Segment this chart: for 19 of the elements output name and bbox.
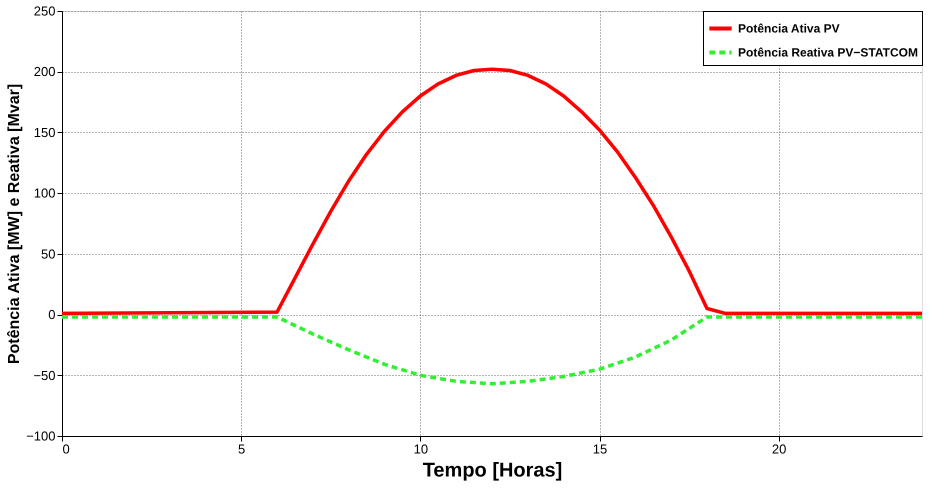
y-tick-label: −100 — [26, 428, 56, 444]
y-tick-label: 0 — [48, 307, 56, 322]
y-tick-label: 100 — [34, 186, 56, 201]
x-tick-label: 20 — [772, 442, 786, 456]
y-tick-label: −50 — [33, 368, 56, 383]
x-tick-label: 5 — [238, 442, 246, 456]
legend-label: Potência Ativa PV — [738, 22, 840, 36]
x-tick-label: 15 — [592, 442, 608, 456]
y-axis-title: Potência Ativa [MW] e Reativa [Mvar] — [6, 84, 24, 364]
legend-label: Potência Reativa PV−STATCOM — [738, 46, 918, 60]
y-tick-label: 50 — [41, 246, 56, 262]
x-tick-label: 10 — [414, 442, 428, 456]
x-axis-title: Tempo [Horas] — [422, 460, 562, 482]
y-tick-label: 200 — [34, 64, 56, 80]
line-series — [60, 68, 924, 316]
x-tick-label: 0 — [62, 442, 70, 456]
y-tick-label: 250 — [34, 4, 56, 18]
line-series — [60, 315, 924, 386]
y-tick-label: 150 — [34, 124, 56, 140]
